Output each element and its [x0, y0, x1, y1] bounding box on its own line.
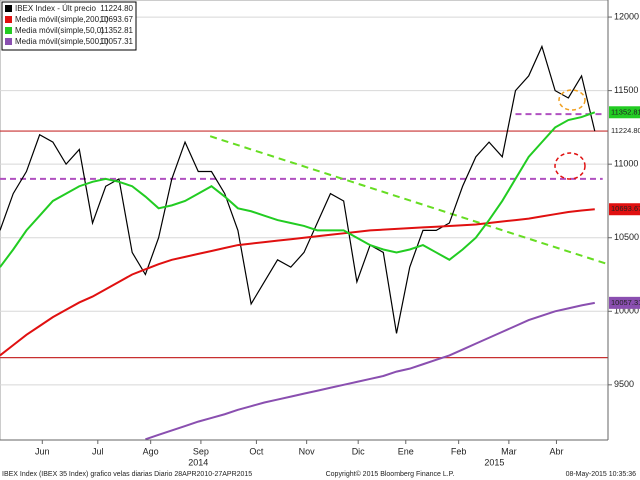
series-layer [0, 44, 609, 441]
legend-swatch [5, 5, 12, 12]
legend-label: IBEX Index - Últ precio [15, 4, 96, 13]
series-line [0, 44, 596, 334]
footer-left: IBEX Index (IBEX 35 Index) grafico velas… [2, 471, 252, 478]
year-label: 2015 [484, 457, 504, 467]
y-tick-label: 9500 [614, 379, 634, 389]
legend-value: 10693.67 [100, 15, 134, 24]
x-tick-label: Dic [352, 446, 365, 456]
x-tick-label: Mar [501, 446, 517, 456]
legend-value: 11224.80 [100, 4, 133, 13]
x-tick-label: Jun [35, 446, 50, 456]
series-line [0, 111, 596, 268]
x-tick-label: Ago [143, 446, 159, 456]
last-value-label: 10057.31 [611, 298, 640, 307]
year-label: 2014 [188, 457, 208, 467]
footer-area [0, 440, 640, 480]
x-tick-label: Sep [193, 446, 209, 456]
plot-area [0, 0, 609, 441]
series-line [145, 301, 595, 441]
y-tick-label: 10000 [614, 306, 639, 316]
legend-entries: IBEX Index - Últ precio 11224.80 Media móv… [5, 4, 134, 46]
legend-label: Media móvil(simple,500,0) [15, 37, 109, 46]
legend [1, 1, 137, 51]
legend-label: Media móvil(simple,200,0) [15, 15, 109, 24]
legend-label: Media móvil(simple,50,0) [15, 26, 104, 35]
footer-center: Copyright© 2015 Bloomberg Finance L.P. [326, 470, 455, 478]
x-tick-label: Feb [451, 446, 467, 456]
highlight-circle [558, 89, 586, 111]
highlight-circle [554, 152, 586, 180]
x-tick-label: Ene [398, 446, 414, 456]
last-value-box [609, 106, 640, 119]
legend-value: 10057.31 [100, 37, 134, 46]
y-tick-label: 11500 [614, 85, 638, 95]
footer-right: 08-May-2015 10:35:36 [566, 471, 637, 478]
axes-labels: 9500 10000 10500 11000 11500 12000 Jun Jul Ago Se… [35, 11, 640, 467]
last-value-box [609, 296, 640, 309]
x-tick-label: Nov [299, 446, 316, 456]
x-tick-label: Abr [549, 446, 563, 456]
last-value-box [609, 203, 640, 216]
legend-swatch [5, 38, 12, 45]
trend-line [209, 135, 609, 266]
y-tick-label: 12000 [614, 11, 639, 21]
series-line [0, 208, 595, 357]
x-tick-label: Jul [92, 446, 104, 456]
last-value-label: 11352.81 [611, 107, 640, 116]
legend-swatch [5, 16, 12, 23]
legend-value: 11352.81 [100, 26, 133, 35]
last-value-label: 10693.67 [611, 204, 640, 213]
legend-swatch [5, 27, 12, 34]
last-value-label: 11224.80 [611, 126, 640, 135]
x-tick-label: Oct [249, 446, 264, 456]
y-tick-label: 10500 [614, 232, 639, 242]
y-tick-label: 11000 [614, 159, 638, 169]
